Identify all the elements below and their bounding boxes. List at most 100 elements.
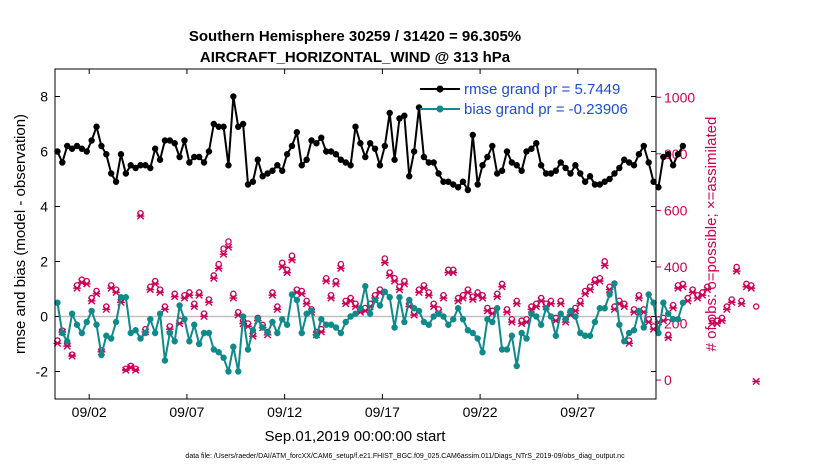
bias-point: [147, 316, 154, 323]
left-tick-label: 0: [40, 309, 48, 325]
bias-point: [508, 332, 516, 339]
bias-point: [459, 316, 467, 323]
rmse-point: [64, 142, 71, 150]
obs-assimilated-point: [68, 352, 76, 360]
rmse-point: [376, 162, 384, 169]
rmse-point: [665, 151, 672, 158]
obs-assimilated-point: [131, 366, 140, 374]
obs-assimilated-point: [136, 212, 145, 220]
bias-point: [235, 368, 242, 375]
bias-point: [318, 316, 325, 323]
bias-point: [112, 318, 120, 326]
bias-point: [269, 318, 276, 326]
obs-possible-point: [127, 362, 134, 370]
bias-point: [606, 291, 613, 298]
bias-point: [669, 316, 677, 323]
obs-assimilated-point: [185, 291, 194, 299]
rmse-point: [249, 178, 257, 185]
bias-point: [274, 329, 281, 337]
rmse-point: [669, 162, 677, 169]
bias-point: [244, 346, 252, 353]
obs-assimilated-point: [302, 300, 311, 308]
bias-point: [186, 338, 193, 345]
obs-assimilated-point: [439, 294, 448, 302]
rmse-point: [601, 178, 608, 185]
obs-assimilated-point: [420, 284, 428, 292]
left-tick-label: -2: [36, 364, 49, 380]
left-tick-label: 8: [40, 89, 48, 105]
obs-assimilated-point: [102, 305, 111, 314]
rmse-point: [93, 123, 100, 130]
bias-point: [401, 318, 408, 326]
bias-point: [562, 316, 569, 323]
bias-point: [391, 324, 398, 331]
bias-point: [308, 307, 315, 315]
bias-point: [616, 321, 623, 328]
x-tick-label: 09/17: [365, 404, 400, 420]
obs-possible-point: [733, 263, 740, 271]
rmse-point: [445, 178, 452, 185]
bias-point: [557, 310, 564, 317]
bias-point: [660, 299, 667, 306]
rmse-point: [195, 153, 203, 161]
rmse-point: [498, 167, 506, 174]
bias-point: [337, 329, 345, 337]
rmse-point: [679, 142, 687, 150]
rmse-point: [59, 159, 66, 166]
bias-point: [621, 338, 628, 345]
rmse-point: [464, 186, 472, 194]
rmse-point: [54, 148, 61, 155]
bias-point: [288, 291, 296, 298]
bias-point: [93, 321, 100, 328]
right-axis-ticks: 02004006008001000: [656, 89, 695, 388]
rmse-point: [357, 140, 364, 147]
rmse-point: [518, 167, 525, 174]
rmse-point: [528, 145, 535, 152]
rmse-point: [567, 170, 574, 177]
bias-point: [332, 324, 340, 331]
bias-point: [474, 335, 481, 342]
obs-assimilated-point: [92, 290, 101, 298]
bias-point: [171, 338, 178, 345]
obs-assimilated-point: [508, 318, 516, 326]
rmse-point: [220, 123, 227, 130]
rmse-point: [635, 151, 643, 158]
bias-point: [440, 313, 447, 320]
rmse-point: [298, 162, 305, 169]
obs-assimilated-point: [732, 267, 741, 275]
rmse-point: [454, 184, 462, 191]
rmse-point: [484, 153, 491, 161]
bias-point: [454, 305, 462, 312]
rmse-point: [308, 137, 315, 144]
rmse-point: [215, 123, 222, 130]
bias-point: [73, 321, 81, 328]
rmse-point: [78, 145, 86, 152]
rmse-point: [479, 162, 486, 169]
rmse-point: [288, 142, 296, 150]
bias-point: [635, 307, 643, 315]
bias-point: [547, 313, 555, 320]
bias-point: [386, 294, 393, 301]
bias-point: [347, 313, 354, 320]
rmse-point: [186, 159, 193, 166]
bias-point: [88, 307, 95, 315]
bias-point: [132, 327, 139, 334]
obs-assimilated-point: [156, 288, 164, 297]
obs-possible-point: [278, 259, 286, 266]
obs-assimilated-point: [669, 304, 677, 312]
obs-assimilated-point: [273, 305, 282, 314]
bias-point: [352, 310, 359, 317]
bias-point: [342, 318, 349, 326]
bias-point: [625, 329, 633, 337]
bias-point: [450, 316, 457, 323]
rmse-point: [210, 120, 218, 128]
bias-point: [371, 296, 379, 304]
obs-assimilated-point: [380, 259, 389, 267]
obs-assimilated-point: [576, 300, 585, 308]
obs-assimilated-point: [112, 288, 120, 297]
rmse-point: [327, 148, 335, 155]
chart-title-line2: AIRCRAFT_HORIZONTAL_WIND @ 313 hPa: [200, 49, 511, 66]
right-tick-label: 600: [664, 202, 688, 218]
obs-assimilated-point: [600, 261, 609, 270]
obs-assimilated-point: [161, 305, 169, 314]
